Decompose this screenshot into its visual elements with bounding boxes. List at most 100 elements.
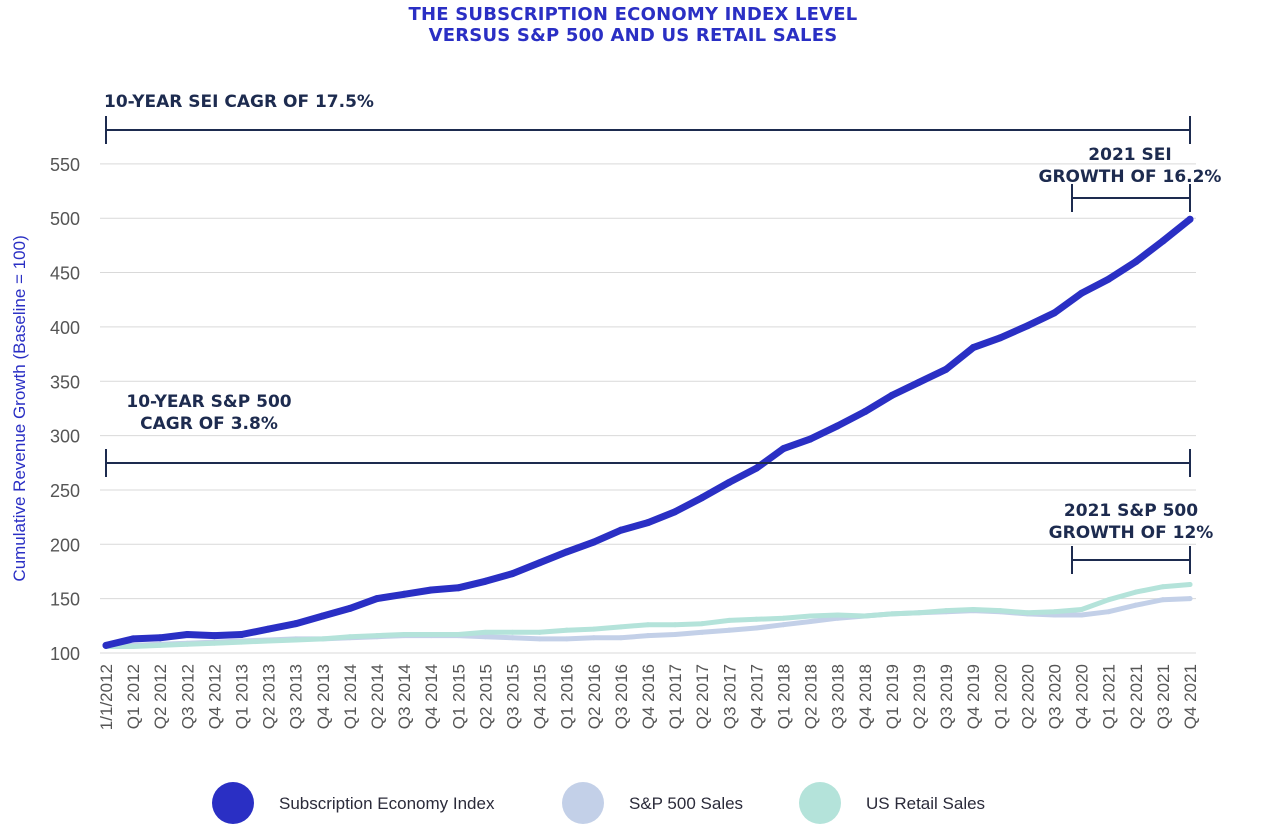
x-tick-label: Q1 2012	[124, 664, 143, 729]
data-point	[129, 635, 137, 643]
x-tick-label: Q3 2016	[612, 664, 631, 729]
data-point	[1106, 609, 1112, 615]
data-point	[319, 612, 327, 620]
x-tick-label: Q4 2015	[531, 664, 550, 729]
x-tick-label: Q3 2021	[1154, 664, 1173, 729]
x-tick-label: Q3 2018	[829, 664, 848, 729]
data-point	[536, 559, 544, 567]
data-point	[266, 638, 272, 644]
data-point	[510, 629, 515, 635]
legend-marker	[562, 782, 604, 824]
data-point	[835, 612, 841, 618]
data-point	[239, 639, 244, 645]
data-point	[997, 608, 1003, 614]
data-point	[916, 610, 922, 616]
y-tick-label: 450	[50, 264, 80, 284]
data-point	[481, 577, 489, 585]
data-point	[564, 627, 570, 633]
y-tick-label: 150	[50, 590, 80, 610]
x-tick-label: Q2 2017	[693, 664, 712, 729]
x-tick-label: Q2 2014	[368, 664, 387, 729]
data-point	[1052, 609, 1057, 615]
y-axis-label: Cumulative Revenue Growth (Baseline = 10…	[10, 235, 29, 581]
data-point	[293, 637, 299, 643]
data-point	[726, 617, 732, 623]
data-point	[184, 641, 190, 647]
y-tick-label: 400	[50, 318, 80, 338]
chart-title-line-2: VERSUS S&P 500 AND US RETAIL SALES	[428, 25, 838, 46]
data-point	[563, 548, 571, 556]
data-point	[183, 631, 191, 639]
data-point	[1106, 597, 1112, 603]
data-point	[590, 538, 598, 546]
data-point	[753, 625, 759, 631]
data-point	[156, 634, 164, 642]
x-tick-label: Q2 2015	[476, 664, 495, 729]
x-tick-label: Q3 2017	[720, 664, 739, 729]
x-tick-label: Q1 2016	[558, 664, 577, 729]
y-tick-label: 350	[50, 372, 80, 392]
x-tick-label: Q4 2019	[964, 664, 983, 729]
x-tick-label: Q1 2014	[341, 664, 360, 729]
data-point	[752, 464, 760, 472]
data-point	[834, 422, 842, 430]
data-point	[1051, 309, 1058, 317]
x-tick-label: Q4 2016	[639, 664, 658, 729]
data-point	[672, 622, 678, 628]
x-tick-label: Q2 2021	[1127, 664, 1146, 729]
data-point	[509, 570, 516, 578]
data-point	[1187, 596, 1193, 602]
data-point	[210, 632, 218, 640]
data-point	[238, 631, 245, 639]
x-tick-label: Q4 2012	[205, 664, 224, 729]
data-point	[698, 494, 706, 502]
x-tick-label: Q4 2017	[747, 664, 766, 729]
gridlines	[100, 163, 1196, 654]
data-point	[781, 622, 786, 628]
x-tick-label: Q4 2021	[1181, 664, 1200, 729]
x-tick-label: Q1 2020	[991, 664, 1010, 729]
data-point	[1079, 607, 1085, 613]
data-point	[454, 584, 462, 592]
data-point	[726, 627, 732, 633]
data-point	[537, 629, 543, 635]
chart-title: THE SUBSCRIPTION ECONOMY INDEX LEVEL VER…	[0, 4, 1266, 46]
data-point	[265, 625, 273, 633]
data-point	[1160, 584, 1166, 590]
data-point	[427, 586, 435, 594]
data-point	[1024, 610, 1030, 616]
data-point	[455, 632, 461, 638]
data-point	[401, 632, 407, 638]
data-point	[428, 632, 434, 638]
data-point	[347, 634, 353, 640]
data-point	[482, 634, 488, 640]
data-point	[617, 526, 625, 534]
data-point	[1133, 602, 1139, 608]
data-point	[1187, 582, 1193, 588]
data-point	[969, 344, 977, 352]
data-point	[807, 435, 815, 443]
data-point	[942, 365, 950, 373]
y-tick-label: 250	[50, 481, 80, 501]
data-point	[808, 613, 814, 619]
data-point	[699, 621, 705, 627]
data-point	[970, 607, 976, 613]
data-point	[102, 641, 110, 649]
data-point	[320, 636, 326, 642]
data-point	[1023, 322, 1031, 330]
sp-cagr-label: 10-YEAR S&P 500	[126, 392, 291, 412]
data-point	[1079, 612, 1085, 618]
data-point	[943, 608, 949, 614]
data-point	[510, 635, 515, 641]
x-tick-label: Q4 2014	[422, 664, 441, 729]
x-tick-label: 1/1/2012	[97, 664, 116, 730]
x-tick-label: Q1 2018	[775, 664, 794, 729]
data-point	[862, 613, 868, 619]
data-point	[699, 629, 705, 635]
x-tick-label: Q3 2013	[287, 664, 306, 729]
data-point	[645, 633, 651, 639]
data-point	[211, 640, 217, 646]
x-tick-label: Q3 2014	[395, 664, 414, 729]
x-tick-label: Q2 2018	[802, 664, 821, 729]
data-point	[644, 519, 652, 527]
